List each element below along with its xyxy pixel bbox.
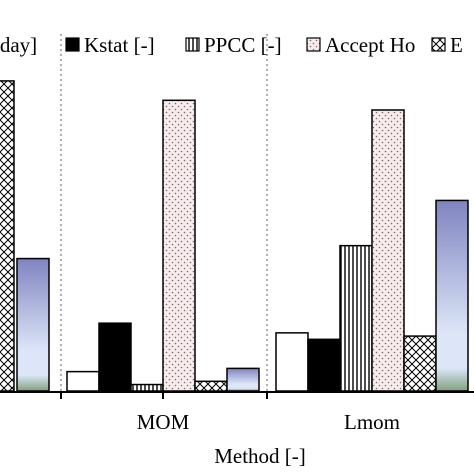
bar-black	[307, 338, 341, 392]
x-tick-label: Lmom	[344, 410, 400, 434]
bar-crosshatch	[194, 380, 228, 392]
bar-white	[66, 370, 100, 392]
legend-swatch	[431, 37, 446, 52]
bar-dots	[371, 109, 405, 392]
legend: /day] Kstat [-] PPCC [-] Accept Ho E	[0, 33, 463, 57]
bar-gradient	[16, 257, 50, 392]
bar-gradient	[435, 199, 469, 392]
bars	[0, 80, 469, 392]
bar-dots	[162, 99, 196, 392]
bar-white	[275, 332, 309, 392]
bar-crosshatch	[0, 80, 15, 392]
bar-black	[98, 322, 132, 392]
x-tick-label: MOM	[137, 410, 190, 434]
bar-crosshatch	[403, 335, 437, 392]
bar-vertical-lines	[339, 244, 373, 392]
legend-label: Kstat [-]	[84, 33, 155, 57]
bar-vertical-lines	[130, 383, 164, 392]
legend-label: PPCC [-]	[204, 33, 282, 57]
legend-swatch	[65, 37, 80, 52]
legend-label: /day]	[0, 33, 37, 57]
legend-swatch	[306, 37, 321, 52]
x-axis-title: Method [-]	[214, 444, 306, 468]
x-axis: MOM Lmom Method [-]	[0, 391, 474, 468]
legend-label: E	[450, 33, 463, 57]
legend-label: Accept Ho	[325, 33, 415, 57]
bar-gradient	[226, 367, 260, 392]
legend-swatch	[185, 37, 200, 52]
